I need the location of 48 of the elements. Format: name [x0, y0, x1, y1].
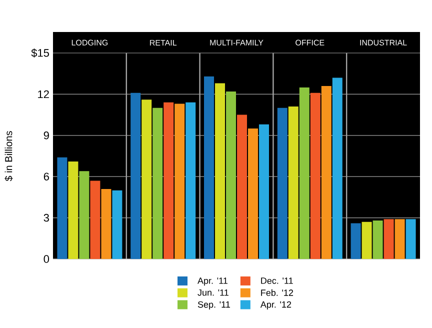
bar: [350, 223, 361, 259]
y-tick-label: 12: [38, 90, 49, 98]
bar: [226, 91, 236, 259]
bar: [362, 222, 372, 259]
bar: [90, 180, 100, 259]
bar: [384, 219, 394, 259]
bar: [79, 171, 90, 259]
bar: [101, 188, 112, 259]
bar: [259, 124, 269, 259]
bar: [277, 108, 288, 259]
y-tick-label: 3: [44, 214, 49, 222]
bar: [372, 220, 383, 259]
legend-label: Sep. '11: [198, 301, 230, 310]
legend-label: Apr. '11: [198, 278, 228, 286]
bar: [332, 78, 342, 259]
bar: [321, 86, 332, 259]
bar: [152, 108, 163, 259]
bar: [214, 83, 225, 259]
bar: [174, 104, 185, 259]
y-tick-label: 0: [44, 255, 50, 263]
x-tick-label: INDUSTRIAL: [360, 40, 407, 46]
y-tick-label: 6: [44, 172, 49, 180]
y-axis-title: $ in Billions: [4, 131, 13, 182]
bar: [68, 161, 78, 259]
bar: [204, 76, 214, 259]
x-tick-label: MULTI-FAMILY: [210, 40, 264, 46]
bar: [288, 106, 298, 259]
bar: [142, 100, 152, 259]
legend-label: Apr. '12: [260, 301, 292, 310]
bar: [299, 87, 310, 259]
bar: [112, 190, 122, 259]
y-tick-label: $15: [31, 48, 49, 58]
bar: [248, 128, 258, 259]
bar: [394, 219, 405, 259]
x-tick-label: RETAIL: [150, 40, 177, 46]
y-tick-label: 9: [44, 132, 49, 140]
bar: [186, 102, 196, 259]
bar: [130, 92, 141, 259]
legend-label: Dec. '11: [261, 278, 293, 284]
legend-label: Feb. '12: [261, 289, 294, 296]
bar: [237, 114, 247, 259]
x-tick-label: OFFICE: [296, 40, 324, 46]
legend-label: Jun. '11: [198, 289, 228, 296]
bar: [310, 92, 320, 259]
bar: [406, 219, 416, 259]
bar: [57, 157, 68, 259]
bar: [164, 102, 174, 259]
x-tick-label: LODGING: [72, 40, 108, 46]
